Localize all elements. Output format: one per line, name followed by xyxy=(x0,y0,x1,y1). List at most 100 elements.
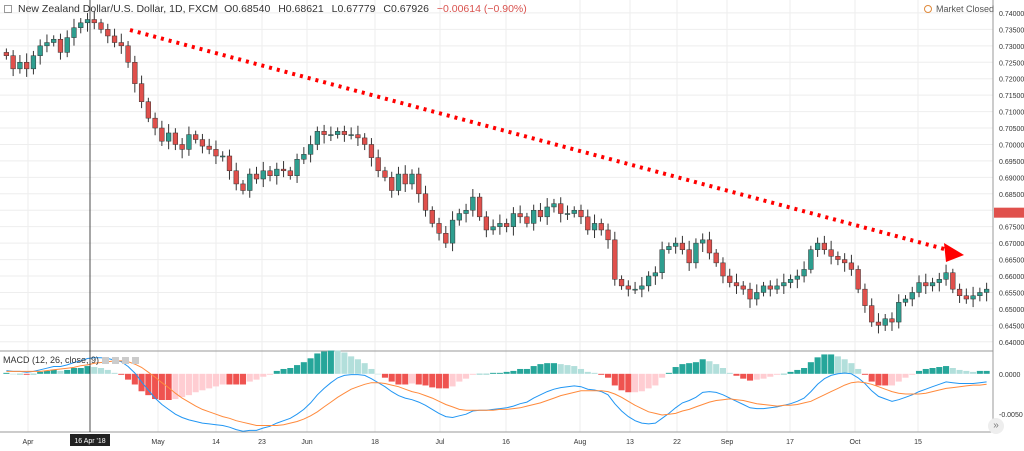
macd-hist-bar-11 xyxy=(77,368,84,374)
macd-hist-bar-22 xyxy=(152,373,159,400)
candle-body-32 xyxy=(220,155,226,158)
more-icon[interactable] xyxy=(132,356,140,364)
macd-hist-bar-13 xyxy=(91,367,98,374)
macd-hist-bar-59 xyxy=(402,373,409,385)
macd-hist-bar-89 xyxy=(605,373,612,378)
macd-hist-bar-29 xyxy=(199,373,206,391)
candle-body-84 xyxy=(571,209,577,214)
candle-body-108 xyxy=(733,282,740,287)
candle-body-104 xyxy=(706,239,713,254)
macd-hist-bar-104 xyxy=(706,361,713,374)
candle-body-17 xyxy=(118,42,124,47)
clock-icon xyxy=(923,5,932,13)
candle-body-48 xyxy=(328,134,334,136)
candle-body-116 xyxy=(787,279,794,283)
price-tick-19: 0.64500 xyxy=(999,323,1024,330)
macd-hist-bar-61 xyxy=(415,373,422,385)
candle-body-73 xyxy=(497,223,503,227)
candle-body-106 xyxy=(720,262,726,277)
candle-body-54 xyxy=(368,144,375,158)
macd-hist-bar-83 xyxy=(564,365,571,374)
macd-hist-bar-96 xyxy=(652,373,659,386)
candle-body-1 xyxy=(10,55,16,70)
macd-tick-0: 0.0000 xyxy=(999,372,1021,379)
candle-body-138 xyxy=(936,279,942,283)
candle-body-126 xyxy=(855,269,861,290)
candle-body-3 xyxy=(24,62,30,70)
candle-body-75 xyxy=(510,213,517,227)
macd-hist-bar-60 xyxy=(408,373,416,384)
macd-hist-bar-54 xyxy=(368,368,375,374)
macd-hist-bar-58 xyxy=(395,373,402,385)
candles-layer xyxy=(3,11,990,334)
candle-body-45 xyxy=(307,144,314,155)
macd-hist-bar-77 xyxy=(523,368,530,374)
macd-hist-bar-48 xyxy=(327,350,334,374)
macd-tick-1: -0.0050 xyxy=(999,412,1023,419)
candle-body-78 xyxy=(531,209,537,224)
macd-hist-bar-3 xyxy=(23,373,30,375)
trend-arrow xyxy=(129,28,964,262)
macd-hist-bar-73 xyxy=(496,372,503,374)
candle-body-86 xyxy=(585,216,591,231)
scroll-right-icon[interactable]: » xyxy=(988,418,1004,434)
macd-hist-bar-55 xyxy=(375,373,382,375)
macd-hist-bar-34 xyxy=(233,373,240,385)
candle-body-72 xyxy=(490,226,496,231)
macd-hist-bar-143 xyxy=(970,371,977,374)
candle-body-111 xyxy=(754,292,760,300)
candle-body-2 xyxy=(17,62,23,70)
histogram-layer xyxy=(3,350,990,400)
price-tick-8: 0.70000 xyxy=(999,142,1024,149)
macd-hist-bar-17 xyxy=(118,373,125,375)
candle-body-100 xyxy=(679,242,686,250)
open-value: O0.68540 xyxy=(224,3,271,15)
time-tick-6: 18 xyxy=(371,439,379,446)
macd-hist-bar-10 xyxy=(70,368,78,374)
market-status: Market Closed xyxy=(923,4,994,14)
time-tick-0: Apr xyxy=(23,439,35,446)
macd-hist-bar-125 xyxy=(848,363,855,374)
price-tick-9: 0.69500 xyxy=(999,159,1024,166)
macd-hist-bar-82 xyxy=(557,364,564,374)
ohlc-readout: O0.68540 H0.68621 L0.67779 C0.67926 −0.0… xyxy=(224,3,532,15)
close-icon[interactable] xyxy=(122,356,130,364)
macd-hist-bar-51 xyxy=(348,356,355,374)
candle-body-56 xyxy=(382,170,388,178)
macd-hist-bar-63 xyxy=(429,373,436,388)
macd-hist-bar-81 xyxy=(550,363,558,374)
candle-body-102 xyxy=(693,242,699,264)
crosshair-label: 16 Apr '18 xyxy=(74,438,105,445)
candle-body-85 xyxy=(578,209,584,218)
macd-hist-bar-134 xyxy=(909,373,916,375)
macd-hist-bar-14 xyxy=(97,368,105,374)
collapse-icon[interactable] xyxy=(4,5,12,13)
candle-body-118 xyxy=(801,269,807,277)
macd-hist-bar-62 xyxy=(422,373,429,386)
price-tick-11: 0.68500 xyxy=(999,192,1024,199)
candle-body-19 xyxy=(132,62,138,84)
macd-hist-bar-113 xyxy=(767,373,774,377)
macd-hist-bar-120 xyxy=(814,357,821,374)
candle-body-110 xyxy=(747,288,753,300)
price-tick-20: 0.64000 xyxy=(999,340,1024,347)
settings-icon[interactable] xyxy=(112,356,120,364)
time-tick-4: 23 xyxy=(258,439,266,446)
macd-hist-bar-8 xyxy=(57,370,64,374)
macd-hist-bar-93 xyxy=(632,373,639,393)
eye-icon[interactable] xyxy=(102,356,110,364)
candle-body-33 xyxy=(226,155,233,172)
candle-body-7 xyxy=(51,38,57,43)
candle-body-30 xyxy=(206,145,212,150)
candle-body-125 xyxy=(848,262,855,270)
macd-hist-bar-103 xyxy=(699,359,706,374)
candle-body-96 xyxy=(652,272,658,277)
candle-body-135 xyxy=(916,282,922,293)
macd-hist-bar-33 xyxy=(226,373,233,385)
candle-body-123 xyxy=(835,256,841,260)
candle-body-24 xyxy=(166,132,172,142)
macd-hist-bar-133 xyxy=(902,373,909,378)
macd-hist-bar-2 xyxy=(16,373,23,375)
candle-body-36 xyxy=(247,173,253,191)
